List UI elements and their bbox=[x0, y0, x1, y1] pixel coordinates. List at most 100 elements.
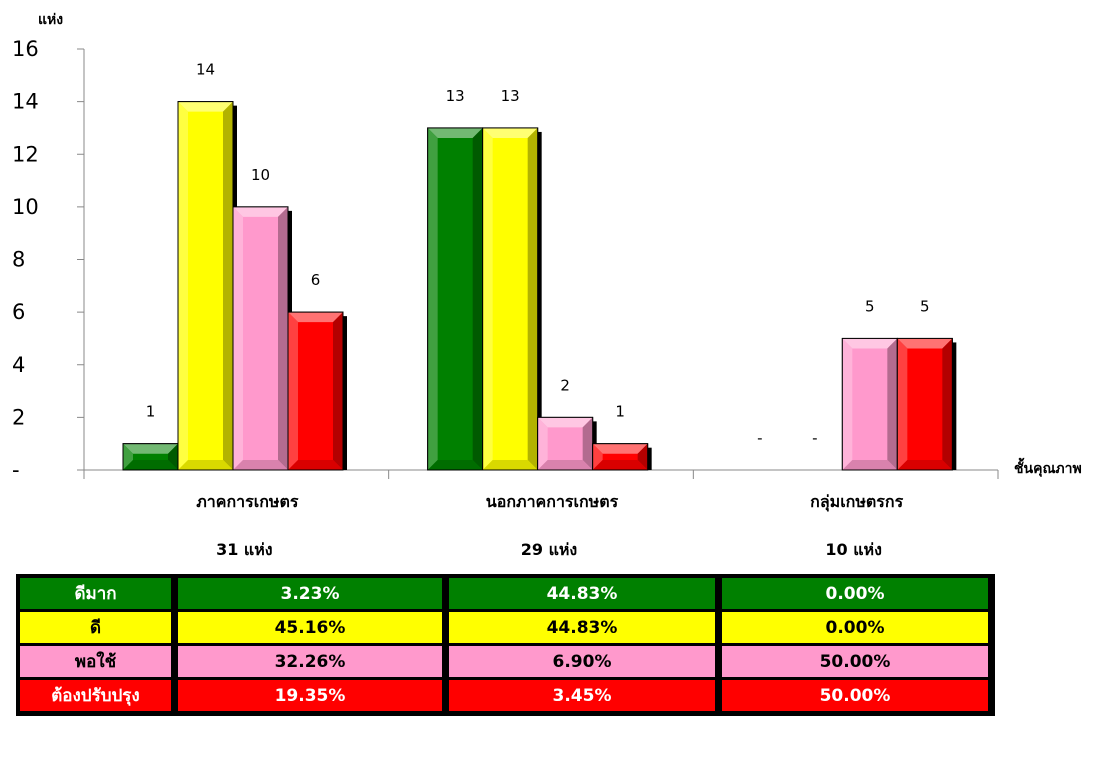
table-row-label: ดีมาก bbox=[20, 578, 171, 609]
table-cell: 50.00% bbox=[722, 646, 988, 677]
bar-bevel-left bbox=[233, 206, 243, 470]
y-tick-label: 16 bbox=[12, 37, 39, 61]
bar-bevel-left bbox=[288, 312, 298, 470]
table-cell: 19.35% bbox=[178, 680, 442, 711]
bar bbox=[177, 101, 237, 471]
bar-bevel-top bbox=[288, 312, 343, 323]
bar bbox=[122, 443, 182, 471]
bar-bevel-bottom bbox=[592, 460, 648, 470]
percentage-table: ดีมาก 3.23% 44.83% 0.00% ดี 45.16% 44.83% 0.00%… bbox=[16, 574, 995, 716]
bar-outline bbox=[482, 127, 539, 471]
bar-bevel-bottom bbox=[842, 460, 898, 470]
bar-bevel-right bbox=[333, 312, 343, 470]
bar-bevel-right bbox=[278, 206, 288, 470]
table-cell: 0.00% bbox=[722, 578, 988, 609]
category-total-label: 29 แห่ง bbox=[521, 540, 578, 559]
y-tick-label: 12 bbox=[12, 142, 39, 166]
table-cell: 6.90% bbox=[449, 646, 715, 677]
table-cell: 50.00% bbox=[722, 680, 988, 711]
bar bbox=[427, 127, 487, 471]
bar bbox=[896, 337, 957, 471]
bar-bevel-bottom bbox=[482, 460, 538, 470]
bar-bevel-right bbox=[168, 443, 178, 470]
bar-bevel-right bbox=[942, 338, 953, 470]
y-axis-label: แห่ง bbox=[38, 12, 63, 28]
data-label: 5 bbox=[920, 297, 930, 315]
bar bbox=[482, 127, 542, 471]
data-label: 10 bbox=[251, 166, 270, 184]
bar-bevel-right bbox=[472, 127, 483, 470]
bar-chart: แห่ง ชั้นคุณภาพ -246810121416ภาคการเกษตร… bbox=[12, 12, 1082, 559]
bar-bevel-top bbox=[537, 417, 593, 428]
bar-bevel-top bbox=[592, 443, 648, 454]
table-cell: 32.26% bbox=[178, 646, 442, 677]
data-label: 14 bbox=[196, 61, 215, 79]
bar-bevel-top bbox=[427, 127, 483, 138]
bar-bevel-top bbox=[123, 443, 178, 454]
table-row-label: ต้องปรับปรุง bbox=[20, 680, 171, 711]
table-row: พอใช้ 32.26% 6.90% 50.00% bbox=[16, 646, 995, 677]
category-label: ภาคการเกษตร bbox=[196, 492, 299, 511]
bar-bevel-left bbox=[897, 338, 908, 470]
bar-outline bbox=[592, 443, 649, 471]
bar-bevel-left bbox=[427, 127, 438, 470]
bar-bevel-bottom bbox=[537, 460, 593, 470]
data-label: - bbox=[757, 429, 762, 447]
bar-bevel-right bbox=[223, 101, 233, 470]
bar-bevel-bottom bbox=[178, 460, 233, 470]
bar-bevel-left bbox=[178, 101, 188, 470]
bar-bevel-left bbox=[123, 443, 133, 470]
bar-bevel-top bbox=[178, 101, 233, 112]
bar-bevel-bottom bbox=[288, 460, 343, 470]
y-tick-label: 14 bbox=[12, 90, 39, 114]
bar-bevel-left bbox=[537, 417, 548, 470]
bar-bevel-top bbox=[482, 127, 538, 138]
data-label: - bbox=[812, 429, 817, 447]
table-row-label: พอใช้ bbox=[20, 646, 171, 677]
data-label: 1 bbox=[615, 403, 625, 421]
bar-bevel-left bbox=[482, 127, 493, 470]
bar-bevel-right bbox=[637, 443, 648, 470]
bar-bevel-bottom bbox=[897, 460, 953, 470]
bar-bevel-left bbox=[842, 338, 853, 470]
table-cell: 44.83% bbox=[449, 578, 715, 609]
data-label: 13 bbox=[446, 87, 465, 105]
bar bbox=[537, 416, 597, 471]
bar bbox=[841, 337, 902, 471]
table-row: ดีมาก 3.23% 44.83% 0.00% bbox=[16, 578, 995, 609]
data-label: 2 bbox=[560, 376, 570, 394]
table-cell: 44.83% bbox=[449, 612, 715, 643]
y-tick-label: 8 bbox=[12, 248, 25, 272]
bar-outline bbox=[896, 337, 953, 471]
y-tick-label: 4 bbox=[12, 353, 25, 377]
x-axis-label: ชั้นคุณภาพ bbox=[1014, 457, 1082, 477]
bar bbox=[232, 206, 292, 471]
bar-bevel-bottom bbox=[427, 460, 483, 470]
y-tick-label: 10 bbox=[12, 195, 39, 219]
table-cell: 0.00% bbox=[722, 612, 988, 643]
bar-bevel-left bbox=[592, 443, 603, 470]
category-total-label: 31 แห่ง bbox=[216, 540, 273, 559]
data-label: 6 bbox=[311, 271, 321, 289]
bar-outline bbox=[287, 311, 344, 471]
y-tick-label: 2 bbox=[12, 405, 25, 429]
table-row: ดี 45.16% 44.83% 0.00% bbox=[16, 612, 995, 643]
bar-bevel-bottom bbox=[123, 460, 178, 470]
bar-bevel-bottom bbox=[233, 460, 288, 470]
table-cell: 45.16% bbox=[178, 612, 442, 643]
table-cell: 3.23% bbox=[178, 578, 442, 609]
y-tick-label: 6 bbox=[12, 300, 25, 324]
table-cell: 3.45% bbox=[449, 680, 715, 711]
table-row-label: ดี bbox=[20, 612, 171, 643]
data-label: 5 bbox=[865, 297, 875, 315]
bar-bevel-right bbox=[527, 127, 538, 470]
table-row: ต้องปรับปรุง 19.35% 3.45% 50.00% bbox=[16, 680, 995, 711]
y-tick-label: - bbox=[12, 458, 20, 482]
data-label: 13 bbox=[501, 87, 520, 105]
bar-bevel-right bbox=[887, 338, 898, 470]
bar bbox=[287, 311, 347, 471]
bar bbox=[592, 443, 652, 471]
data-label: 1 bbox=[146, 403, 156, 421]
category-label: กลุ่มเกษตรกร bbox=[810, 492, 903, 512]
bar-bevel-top bbox=[897, 338, 953, 349]
